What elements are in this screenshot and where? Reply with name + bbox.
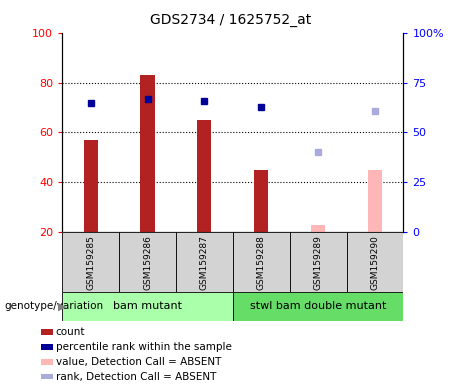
Bar [347, 232, 403, 292]
Text: ▶: ▶ [58, 301, 66, 311]
Text: GSM159285: GSM159285 [86, 235, 95, 290]
Bar [119, 232, 176, 292]
Bar [290, 232, 347, 292]
Text: percentile rank within the sample: percentile rank within the sample [55, 342, 231, 352]
Text: value, Detection Call = ABSENT: value, Detection Call = ABSENT [55, 357, 221, 367]
Bar [62, 232, 119, 292]
Text: GSM159290: GSM159290 [371, 235, 379, 290]
Bar [141, 75, 154, 232]
Bar [41, 374, 53, 379]
Text: GSM159286: GSM159286 [143, 235, 152, 290]
Bar [368, 170, 382, 232]
Text: GSM159289: GSM159289 [313, 235, 323, 290]
Bar [83, 140, 98, 232]
Text: genotype/variation: genotype/variation [5, 301, 104, 311]
Text: GSM159288: GSM159288 [257, 235, 266, 290]
Text: rank, Detection Call = ABSENT: rank, Detection Call = ABSENT [55, 372, 216, 382]
Bar [233, 292, 403, 321]
Bar [254, 170, 268, 232]
Text: GSM159287: GSM159287 [200, 235, 209, 290]
Bar [233, 232, 290, 292]
Bar [41, 329, 53, 335]
Text: count: count [55, 327, 85, 337]
Text: stwl bam double mutant: stwl bam double mutant [250, 301, 386, 311]
Bar [311, 225, 325, 232]
Bar [41, 359, 53, 364]
Text: GDS2734 / 1625752_at: GDS2734 / 1625752_at [150, 13, 311, 27]
Bar [41, 344, 53, 350]
Bar [62, 292, 233, 321]
Bar [197, 120, 212, 232]
Text: bam mutant: bam mutant [113, 301, 182, 311]
Bar [176, 232, 233, 292]
